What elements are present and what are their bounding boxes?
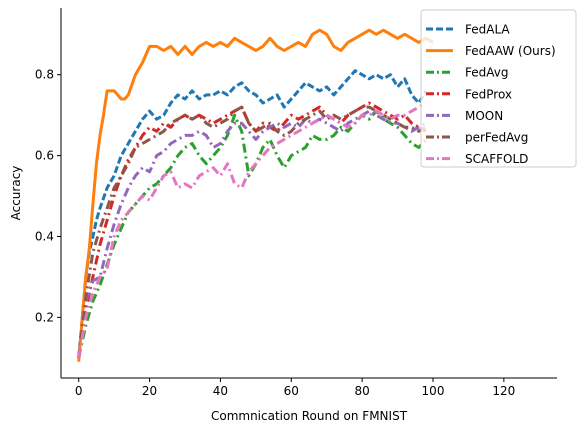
y-tick-label: 0.2: [35, 310, 54, 324]
x-tick-label: 40: [213, 384, 228, 398]
legend-label: FedProx: [465, 87, 512, 101]
series-line-scaffold: [77, 101, 427, 359]
x-tick-label: 100: [422, 384, 445, 398]
legend-item: MOON: [426, 109, 503, 123]
legend-item: FedAvg: [426, 66, 508, 80]
x-tick-label: 0: [75, 384, 83, 398]
series-line-fedaaw-ours: [77, 28, 434, 362]
y-ticks: 0.2 0.4 0.6 0.8: [35, 68, 61, 324]
series-line-moon: [77, 109, 427, 358]
series-line-perfedavg: [77, 105, 427, 358]
legend-item: SCAFFOLD: [426, 152, 528, 166]
x-axis-label: Commnication Round on FMNIST: [211, 409, 408, 423]
y-tick-label: 0.4: [35, 229, 54, 243]
plot-area: [77, 28, 434, 362]
series-line-fedala: [77, 69, 428, 358]
x-tick-label: 80: [355, 384, 370, 398]
legend-label: SCAFFOLD: [465, 152, 528, 166]
x-ticks: 0 20 40 60 80 100 120: [75, 378, 515, 398]
axes: [60, 8, 557, 379]
legend-label: MOON: [465, 109, 503, 123]
x-tick-label: 60: [284, 384, 299, 398]
series-line-fedavg: [77, 109, 428, 359]
legend-item: FedProx: [426, 87, 512, 101]
legend-item: FedALA: [426, 23, 510, 37]
legend-label: FedAAW (Ours): [465, 44, 556, 58]
y-tick-label: 0.8: [35, 68, 54, 82]
legend-item: FedAAW (Ours): [426, 44, 556, 58]
legend: FedALA FedAAW (Ours) FedAvg FedProx MOON perF…: [420, 9, 577, 168]
legend-item: perFedAvg: [426, 131, 528, 145]
y-tick-label: 0.6: [35, 149, 54, 163]
x-tick-label: 120: [492, 384, 515, 398]
x-tick-label: 20: [142, 384, 157, 398]
y-axis-label: Accuracy: [9, 166, 23, 221]
legend-label: FedAvg: [465, 66, 508, 80]
legend-label: FedALA: [465, 23, 510, 37]
legend-frame: [420, 9, 577, 168]
legend-label: perFedAvg: [465, 131, 528, 145]
